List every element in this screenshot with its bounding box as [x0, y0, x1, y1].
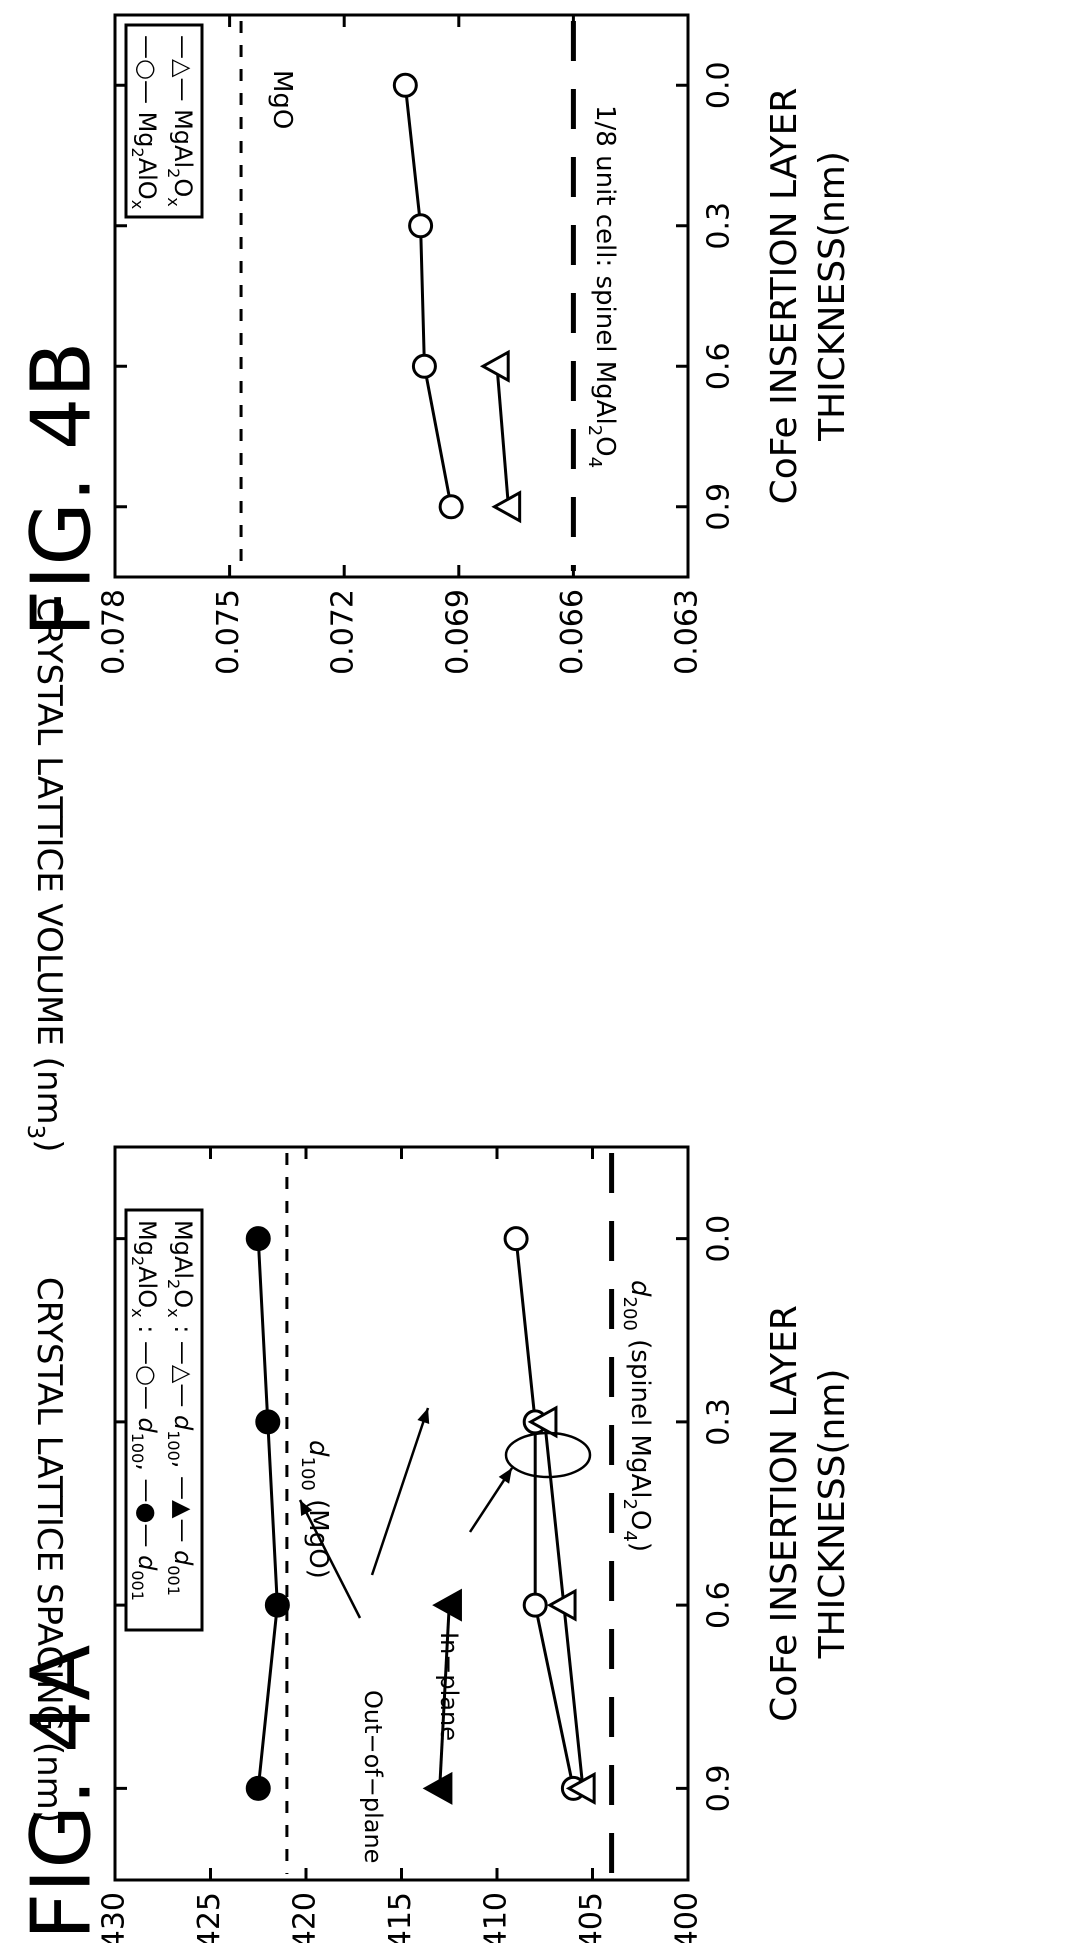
reference-label-spinel: 1/8 unit cell: spinel MgAl2O4: [585, 105, 621, 468]
y-tick-label: 0.410: [479, 1892, 514, 1943]
x-tick-label: 0.3: [702, 1398, 737, 1446]
x-tick-label: 0.3: [702, 202, 737, 250]
series-line: [403, 85, 453, 508]
data-point: [438, 494, 464, 520]
data-point: [527, 1405, 558, 1439]
series-line: [256, 1238, 279, 1789]
data-point: [479, 349, 510, 383]
data-point: [411, 353, 437, 379]
legend-row-mgal2ox: —△— MgAl2Ox: [164, 35, 197, 207]
x-tick-label: 0.0: [702, 61, 737, 109]
arrow-out-of-plane-2: [370, 1407, 430, 1576]
y-tick-label: 0.069: [440, 589, 475, 675]
figure-label: FIG. 4B: [14, 342, 109, 637]
y-tick-label: 0.400: [670, 1892, 705, 1943]
figure-label: FIG. 4A: [14, 1645, 109, 1940]
x-tick-label: 0.9: [702, 483, 737, 531]
y-tick-label: 0.078: [97, 589, 132, 675]
data-point: [522, 1592, 548, 1618]
annotation-out-of-plane: Out−of−plane: [359, 1690, 387, 1863]
arrow-out-of-plane-1: [298, 1499, 362, 1619]
legend-box: [124, 1208, 204, 1632]
in-plane-ellipse: [504, 1431, 592, 1479]
legend-row-mg2alox: Mg2AlOx : —○— d100, —●— d001: [128, 1220, 161, 1601]
data-point: [245, 1226, 271, 1252]
data-point: [422, 1771, 453, 1805]
annotation-in-plane: In−plane: [435, 1632, 463, 1741]
chart-4b: 0.0 0.3 0.6 0.9 0.063 0.066 0.069 0.072 0.075 0.0…: [14, 13, 853, 1153]
x-axis-title: THICKNESS(nm): [812, 1369, 853, 1660]
data-point: [565, 1771, 596, 1805]
series-line: [495, 366, 510, 507]
legend-row-mgal2ox: MgAl2Ox : —△— d100, —▲— d001: [164, 1220, 197, 1596]
y-tick-label: 0.405: [574, 1892, 609, 1943]
data-point: [408, 213, 434, 239]
y-tick-label: 0.063: [670, 589, 705, 675]
plot-frame: [113, 13, 690, 579]
y-axis-title: CRYSTAL LATTICE VOLUME (nm3): [23, 597, 70, 1152]
data-point: [491, 490, 522, 524]
data-point: [245, 1775, 271, 1801]
y-tick-label: 0.075: [211, 589, 246, 675]
x-axis-title: CoFe INSERTION LAYER: [764, 88, 805, 505]
arrow-head: [417, 1408, 430, 1424]
y-tick-label: 0.066: [555, 589, 590, 675]
reference-label-mgo: MgO: [268, 70, 298, 129]
legend-box: [124, 23, 204, 219]
reference-label-d100: d100 (MgO): [298, 1440, 334, 1579]
y-axis-title: CRYSTAL LATTICE SPACING (nm): [30, 1277, 70, 1823]
series-line: [514, 1238, 575, 1789]
x-tick-label: 0.6: [702, 1581, 737, 1629]
data-point: [264, 1592, 290, 1618]
x-tick-label: 0.9: [702, 1765, 737, 1813]
y-tick-label: 0.072: [326, 589, 361, 675]
series-line: [438, 1605, 451, 1789]
data-point: [255, 1409, 281, 1435]
x-tick-label: 0.6: [702, 342, 737, 390]
legend-row-mg2alox: —○— Mg2AlOx: [128, 35, 161, 209]
y-tick-label: 0.425: [192, 1892, 227, 1943]
reference-label-d200: d200 (spinel MgAl2O4): [620, 1280, 656, 1552]
data-point: [392, 72, 418, 98]
x-axis-title: THICKNESS(nm): [812, 151, 853, 442]
chart-4a: 0.0 0.3 0.6 0.9 0.400 0.405 0.410 0.415 0.420 0.4…: [14, 1145, 853, 1947]
arrow-head: [300, 1500, 313, 1516]
arrow-head: [498, 1468, 512, 1484]
data-point: [432, 1588, 462, 1622]
data-point: [546, 1588, 577, 1622]
y-tick-label: 0.415: [383, 1892, 418, 1943]
y-tick-label: 0.420: [288, 1892, 323, 1943]
data-point: [503, 1226, 529, 1252]
x-tick-label: 0.0: [702, 1215, 737, 1263]
x-axis-title: CoFe INSERTION LAYER: [764, 1305, 805, 1722]
y-tick-label: 0.430: [97, 1892, 132, 1943]
